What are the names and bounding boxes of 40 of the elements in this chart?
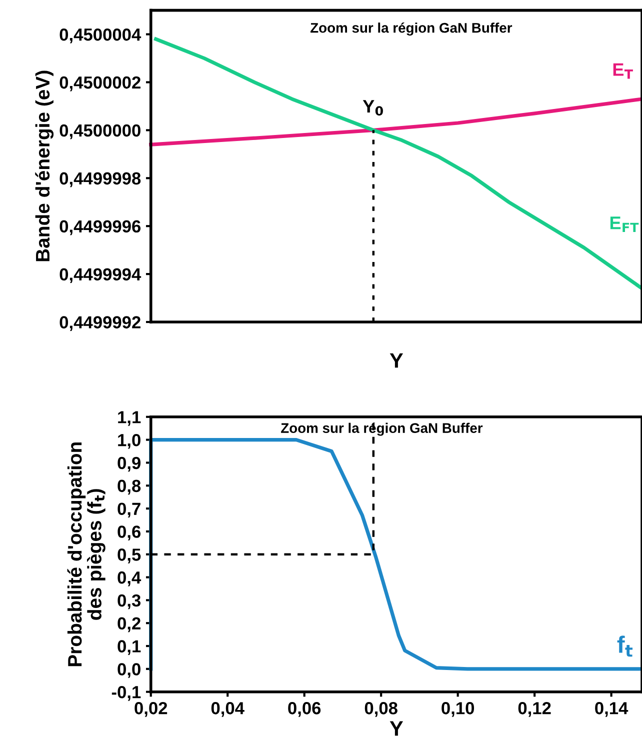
annotation: Zoom sur la région GaN Buffer	[310, 22, 512, 36]
series-label: E$_{T}$	[613, 63, 633, 79]
y-tick-label: 0,4500004	[60, 28, 142, 44]
y-axis-title: Probabilité d'occupation des pièges (f$_{t}$)	[67, 442, 106, 666]
y-tick-label: 1,0	[118, 434, 140, 449]
y-tick-label: 0,2	[118, 617, 140, 632]
series-label: f$_{t}$	[617, 636, 633, 657]
y-axis-title: Bande d'énergie (eV)	[35, 70, 54, 262]
line-series	[154, 37, 642, 290]
annotation: Y$_{0}$	[362, 100, 383, 116]
y-tick-label: 0,5	[118, 548, 141, 564]
x-tick-label: 0,14	[595, 702, 628, 717]
series-label: E$_{FT}$	[610, 216, 639, 232]
y-tick-label: 0,4500002	[60, 76, 140, 92]
x-tick-label: 0,04	[211, 702, 244, 717]
y-tick-label: 0,3	[118, 594, 141, 610]
x-tick-label: 0,12	[518, 702, 551, 717]
y-tick-label: 0,4499998	[60, 172, 141, 188]
x-tick-label: 0,10	[442, 702, 474, 717]
y-tick-label: 0,0	[118, 663, 140, 678]
y-tick-label: 0,4499994	[60, 268, 142, 284]
y-tick-label: 0,9	[118, 456, 141, 472]
y-tick-label: 0,4499996	[60, 220, 141, 236]
y-tick-label: 1,1	[118, 411, 141, 426]
y-tick-label: 0,6	[118, 526, 141, 540]
y-tick-label: 0,4	[118, 571, 142, 586]
x-tick-label: 0,02	[134, 702, 168, 717]
y-tick-label: -0,1	[112, 686, 141, 701]
x-tick-label: 0,08	[364, 702, 398, 717]
annotation: Zoom sur la région GaN Buffer	[281, 422, 483, 436]
line-series	[149, 97, 642, 146]
y-tick-label: 0,4499992	[60, 316, 140, 331]
x-tick-label: 0,06	[288, 702, 321, 717]
y-tick-label: 0,1	[118, 640, 141, 655]
y-tick-label: 0,7	[118, 502, 140, 518]
y-tick-label: 0,8	[118, 480, 141, 495]
y-tick-label: 0,4500000	[60, 124, 140, 140]
line-series	[149, 438, 642, 671]
x-axis-title: Y	[390, 721, 404, 736]
x-axis-title: Y	[390, 353, 404, 368]
